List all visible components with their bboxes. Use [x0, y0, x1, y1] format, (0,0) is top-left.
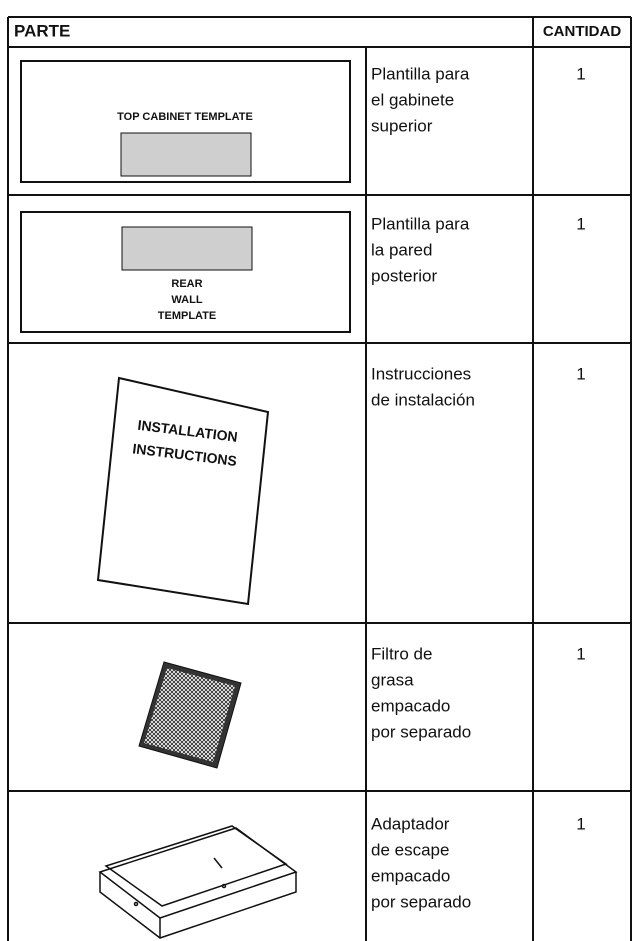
header-quantity: CANTIDAD: [543, 23, 621, 40]
part-description: Plantilla para: [371, 214, 470, 233]
part-description: por separado: [371, 722, 471, 741]
part-description: de escape: [371, 840, 449, 859]
part-description: posterior: [371, 266, 437, 285]
part-description: grasa: [371, 670, 414, 689]
image-label: REAR: [171, 278, 202, 290]
grease-filter: [138, 661, 242, 769]
part-description: de instalación: [371, 390, 475, 409]
part-quantity: 1: [576, 814, 585, 833]
exhaust-adapter: [98, 825, 298, 939]
part-description: Adaptador: [371, 814, 450, 833]
part-description: empacado: [371, 866, 450, 885]
part-description: Filtro de: [371, 644, 432, 663]
image-label: TEMPLATE: [158, 310, 216, 322]
part-description: empacado: [371, 696, 450, 715]
part-quantity: 1: [576, 644, 585, 663]
part-quantity: 1: [576, 214, 585, 233]
table-rules: [7, 16, 632, 941]
part-quantity: 1: [576, 364, 585, 383]
image-label: WALL: [171, 294, 202, 306]
header-part: PARTE: [14, 21, 70, 40]
part-description: la pared: [371, 240, 432, 259]
part-description: superior: [371, 116, 433, 135]
instructions-booklet: INSTALLATION INSTRUCTIONS: [96, 376, 270, 606]
part-description: por separado: [371, 892, 471, 911]
part-description: el gabinete: [371, 90, 454, 109]
image-label: TOP CABINET TEMPLATE: [117, 111, 253, 123]
part-description: Instrucciones: [371, 364, 471, 383]
part-description: Plantilla para: [371, 64, 470, 83]
rear-wall-template: REAR WALL TEMPLATE: [20, 211, 351, 333]
part-quantity: 1: [576, 64, 585, 83]
top-cabinet-template: TOP CABINET TEMPLATE: [20, 60, 351, 183]
